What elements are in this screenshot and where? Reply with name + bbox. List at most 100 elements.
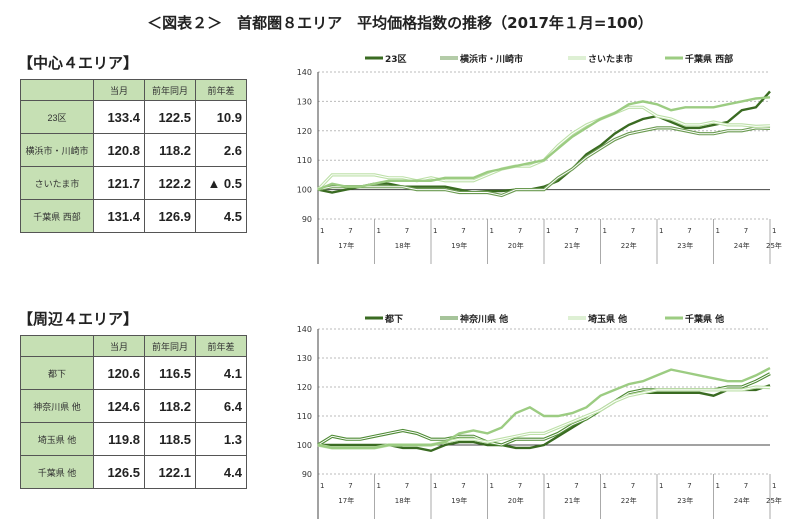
column-header	[20, 335, 94, 357]
series-line	[318, 384, 771, 453]
legend-label: さいたま市	[588, 53, 633, 65]
x-month-label: 1	[603, 482, 607, 490]
chart-0: 90 100 110 120 130 140 1 7 1 7 1 7 1 7 1 7 1 7 1 7 1 7 1 17年 18年…	[297, 53, 782, 264]
x-month-label: 7	[405, 482, 409, 490]
y-tick-label: 120	[297, 127, 312, 136]
table-cell: 126.5	[93, 455, 145, 489]
x-month-label: 7	[348, 482, 352, 490]
table-cell: 6.4	[195, 389, 247, 423]
table-cell: 122.2	[144, 166, 196, 200]
x-month-label: 7	[631, 482, 635, 490]
x-year-label: 22年	[621, 496, 637, 505]
table-cell: 10.9	[195, 100, 247, 134]
x-month-label: 7	[744, 227, 748, 235]
table-cell: 4.1	[195, 356, 247, 390]
x-month-label: 7	[744, 482, 748, 490]
legend-label: 23区	[385, 54, 407, 65]
table-row: さいたま市 121.7 122.2 ▲ 0.5	[20, 166, 247, 200]
x-month-label: 7	[348, 227, 352, 235]
column-header: 前年差	[195, 79, 247, 101]
table-header-row: 当月 前年同月 前年差	[20, 335, 247, 357]
x-year-label: 20年	[508, 241, 524, 250]
x-month-label: 7	[687, 227, 691, 235]
x-month-label: 7	[461, 482, 465, 490]
column-header	[20, 79, 94, 101]
x-year-label: 24年	[734, 496, 750, 505]
table-cell: 118.2	[144, 389, 196, 423]
row-label: 横浜市・川崎市	[20, 133, 94, 167]
x-year-label: 17年	[338, 496, 354, 505]
x-month-label: 1	[433, 482, 437, 490]
x-month-label: 7	[631, 227, 635, 235]
table-cell: 120.8	[93, 133, 145, 167]
y-tick-label: 100	[297, 441, 312, 450]
x-month-label: 1	[716, 482, 720, 490]
x-year-label: 19年	[451, 496, 467, 505]
legend-label: 埼玉県 他	[588, 313, 627, 325]
section-label-central: 【中心４エリア】	[18, 54, 139, 72]
page-title: ＜図表２＞ 首都圏８エリア 平均価格指数の推移（2017年１月=100）	[147, 14, 653, 32]
table-cell: 120.6	[93, 356, 145, 390]
surrounding-table: 当月 前年同月 前年差 都下 120.6 116.5 4.1 神奈川県 他 124.6 118.2…	[20, 335, 247, 489]
table-row: 千葉県 他 126.5 122.1 4.4	[20, 455, 247, 489]
x-month-label: 7	[574, 227, 578, 235]
x-month-label: 1	[659, 227, 663, 235]
table-cell: 131.4	[93, 199, 145, 233]
x-year-label: 22年	[621, 241, 637, 250]
table-row: 都下 120.6 116.5 4.1	[20, 356, 247, 390]
legend-label: 千葉県 他	[685, 313, 724, 325]
table-cell: 119.8	[93, 422, 145, 456]
x-month-label: 7	[405, 227, 409, 235]
row-label: さいたま市	[20, 166, 94, 200]
x-month-label: 1	[377, 227, 381, 235]
table-cell: 1.3	[195, 422, 247, 456]
table-cell: 122.1	[144, 455, 196, 489]
series-line	[317, 367, 771, 450]
series-line-inner	[317, 106, 771, 190]
central-table: 当月 前年同月 前年差 23区 133.4 122.5 10.9 横浜市・川崎市 120.8 11…	[20, 79, 247, 233]
table-cell: 116.5	[144, 356, 196, 390]
x-year-label: 21年	[564, 496, 580, 505]
table-cell: 121.7	[93, 166, 145, 200]
y-tick-label: 90	[302, 470, 312, 479]
x-year-label: 17年	[338, 241, 354, 250]
legend-label: 都下	[384, 313, 403, 325]
series-line	[317, 96, 771, 191]
x-year-label: 25年	[766, 241, 782, 250]
table-row: 横浜市・川崎市 120.8 118.2 2.6	[20, 133, 247, 167]
y-tick-label: 120	[297, 383, 312, 392]
x-month-label: 1	[603, 227, 607, 235]
table-cell: 126.9	[144, 199, 196, 233]
y-tick-label: 100	[297, 186, 312, 195]
row-label: 神奈川県 他	[20, 389, 94, 423]
y-tick-label: 130	[297, 354, 312, 363]
table-cell: 133.4	[93, 100, 145, 134]
table-row: 23区 133.4 122.5 10.9	[20, 100, 247, 134]
x-month-label: 1	[320, 227, 324, 235]
row-label: 千葉県 他	[20, 455, 94, 489]
x-month-label: 1	[716, 227, 720, 235]
y-tick-label: 130	[297, 97, 312, 106]
y-tick-label: 90	[302, 215, 312, 224]
section-label-surrounding: 【周辺４エリア】	[18, 310, 139, 328]
x-year-label: 23年	[677, 241, 693, 250]
table-cell: 118.2	[144, 133, 196, 167]
x-year-label: 18年	[395, 241, 411, 250]
row-label: 23区	[20, 100, 94, 134]
series-line-inner	[317, 127, 771, 197]
x-month-label: 7	[574, 482, 578, 490]
x-year-label: 24年	[734, 241, 750, 250]
x-month-label: 1	[546, 482, 550, 490]
x-year-label: 20年	[508, 496, 524, 505]
x-month-label: 1	[490, 482, 494, 490]
row-label: 都下	[20, 356, 94, 390]
x-year-label: 25年	[766, 496, 782, 505]
x-month-label: 1	[377, 482, 381, 490]
row-label: 千葉県 西部	[20, 199, 94, 233]
legend-label: 横浜市・川崎市	[460, 53, 523, 65]
table-header-row: 当月 前年同月 前年差	[20, 79, 247, 101]
legend-label: 神奈川県 他	[460, 313, 508, 325]
x-month-label: 1	[772, 482, 776, 490]
x-month-label: 1	[772, 227, 776, 235]
